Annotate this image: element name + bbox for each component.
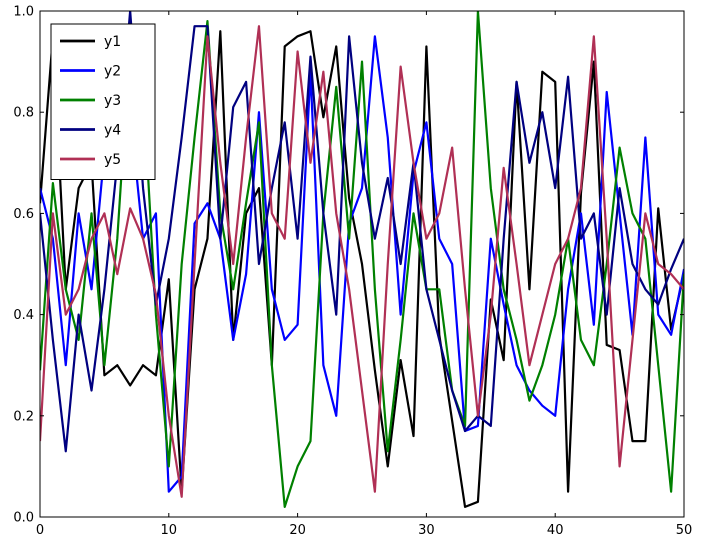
legend-label-y1: y1 (104, 34, 121, 50)
x-tick-label: 10 (161, 523, 178, 538)
series-line-y4 (40, 11, 684, 453)
x-tick-label: 0 (36, 523, 44, 538)
x-tick-label: 20 (289, 523, 306, 538)
y-tick-label: 0.8 (13, 106, 34, 121)
legend: y1 y2 y3 y4 y5 (50, 23, 156, 180)
legend-label-y3: y3 (104, 93, 121, 109)
series-line-y5 (40, 25, 684, 498)
series-line-y1 (40, 30, 684, 508)
x-tick-label: 50 (676, 523, 693, 538)
x-tick-label: 40 (547, 523, 564, 538)
axes-frame (39, 10, 685, 518)
y-tick-label: 0.2 (13, 409, 34, 424)
legend-label-y2: y2 (104, 64, 121, 80)
ticks-group (39, 10, 685, 518)
legend-box (50, 23, 156, 180)
series-group (40, 11, 684, 508)
x-tick-label: 30 (418, 523, 435, 538)
y-tick-label: 1.0 (13, 5, 34, 20)
y-tick-label: 0.4 (13, 308, 34, 323)
legend-label-y4: y4 (104, 123, 121, 139)
legend-label-y5: y5 (104, 152, 121, 168)
y-tick-label: 0.6 (13, 207, 34, 222)
y-tick-label: 0.0 (13, 511, 34, 526)
